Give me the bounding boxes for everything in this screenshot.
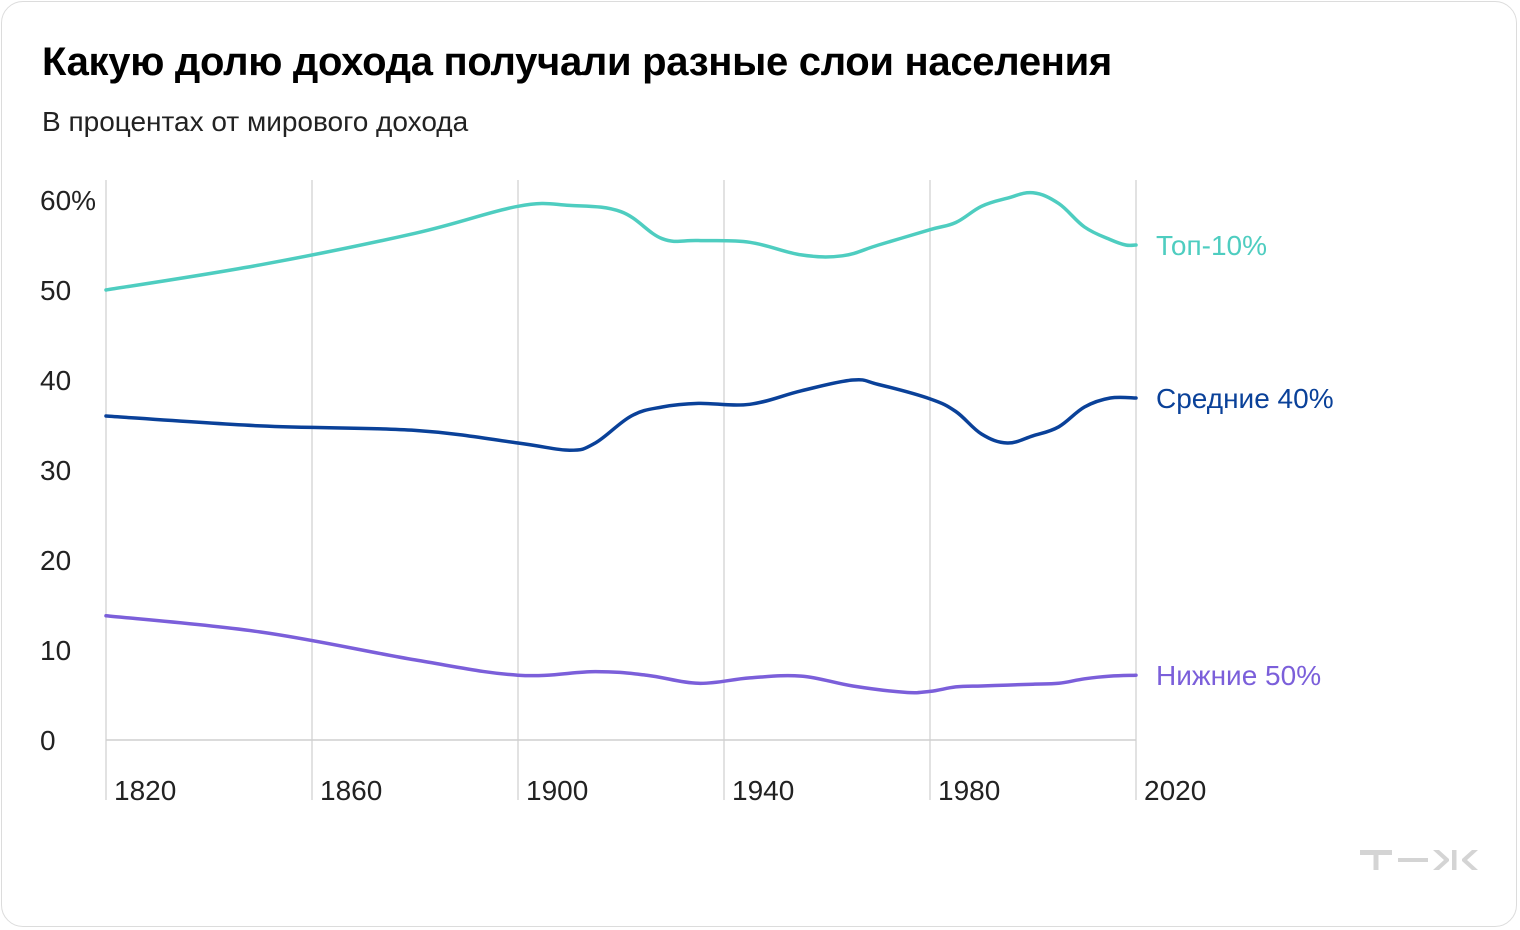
tzh-logo	[1360, 850, 1478, 870]
y-tick-label-20: 20	[40, 545, 71, 576]
x-tick-label-1860: 1860	[320, 775, 382, 806]
chart-subtitle: В процентах от мирового дохода	[42, 106, 469, 137]
x-tick-label-1820: 1820	[114, 775, 176, 806]
series-label-middle-40: Средние 40%	[1156, 383, 1334, 414]
series-line-bottom-50	[104, 614, 1138, 695]
y-tick-label-0: 0	[40, 725, 56, 756]
y-tick-label-30: 30	[40, 455, 71, 486]
chart-title: Какую долю дохода получали разные слои н…	[42, 40, 1112, 84]
series-label-top-10: Топ-10%	[1156, 230, 1267, 261]
series-label-bottom-50: Нижние 50%	[1156, 660, 1321, 691]
y-tick-label-10: 10	[40, 635, 71, 666]
series-line-middle-40	[104, 377, 1138, 452]
x-tick-label-1980: 1980	[938, 775, 1000, 806]
y-tick-label-40: 40	[40, 365, 71, 396]
x-tick-label-2020: 2020	[1144, 775, 1206, 806]
x-tick-label-1900: 1900	[526, 775, 588, 806]
y-tick-label-60: 60%	[40, 185, 96, 216]
x-tick-label-1940: 1940	[732, 775, 794, 806]
series-line-top-10	[104, 190, 1138, 292]
y-tick-label-50: 50	[40, 275, 71, 306]
